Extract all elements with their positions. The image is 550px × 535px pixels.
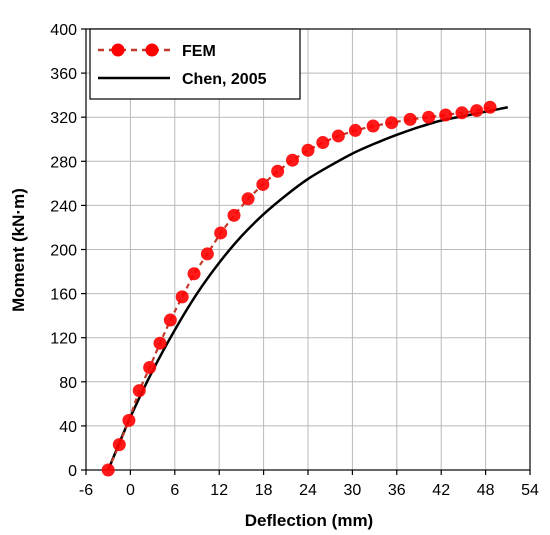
fem-point <box>101 463 115 477</box>
x-tick-label: 0 <box>126 482 135 499</box>
series-chen-2005-line <box>107 106 509 471</box>
fem-point <box>112 438 126 452</box>
legend: FEM Chen, 2005 <box>89 28 301 100</box>
legend-chen-label: Chen, 2005 <box>182 71 267 88</box>
fem-point <box>175 290 189 304</box>
x-tick-label: 24 <box>299 482 317 499</box>
fem-point <box>132 384 146 398</box>
fem-point <box>301 143 315 157</box>
legend-fem-label: FEM <box>182 43 216 60</box>
legend-box <box>89 28 301 100</box>
fem-point <box>187 267 201 281</box>
x-tick-label: 42 <box>432 482 450 499</box>
fem-point <box>271 164 285 178</box>
x-tick-label: 18 <box>255 482 273 499</box>
y-tick-label: 120 <box>50 331 77 348</box>
x-tick-label: 36 <box>388 482 406 499</box>
x-tick-label: 54 <box>521 482 539 499</box>
fem-point <box>439 108 453 122</box>
fem-point <box>241 192 255 206</box>
fem-point <box>214 226 228 240</box>
fem-point <box>153 336 167 350</box>
plot-frame <box>85 28 531 471</box>
fem-point <box>385 116 399 130</box>
legend-fem-marker <box>145 43 159 57</box>
y-tick-label: 80 <box>59 375 77 392</box>
fem-point <box>256 177 270 191</box>
y-tick-label: 40 <box>59 419 77 436</box>
axes: -6 0 6 12 18 24 30 36 42 48 5404080120160200240280… <box>50 22 539 499</box>
fem-point <box>316 136 330 150</box>
x-tick-label: 6 <box>170 482 179 499</box>
fem-point <box>422 110 436 124</box>
fem-point <box>470 104 484 118</box>
y-tick-label: 360 <box>50 66 77 83</box>
y-tick-label: 280 <box>50 154 77 171</box>
fem-point <box>366 119 380 133</box>
series-fem-line <box>107 106 491 471</box>
x-tick-label: 12 <box>210 482 228 499</box>
fem-point <box>122 413 136 427</box>
legend-fem-marker <box>111 43 125 57</box>
fem-point <box>200 247 214 261</box>
y-tick-label: 160 <box>50 287 77 304</box>
x-tick-label: 30 <box>344 482 362 499</box>
y-tick-label: 240 <box>50 198 77 215</box>
fem-point <box>483 100 497 114</box>
fem-point <box>331 129 345 143</box>
fem-point <box>403 112 417 126</box>
fem-point <box>348 123 362 137</box>
fem-point <box>143 360 157 374</box>
y-axis-label: Moment (kN·m) <box>9 188 28 312</box>
y-tick-label: 0 <box>68 463 77 480</box>
x-tick-label: 48 <box>477 482 495 499</box>
x-tick-label: -6 <box>79 482 93 499</box>
fem-point <box>285 153 299 167</box>
y-tick-label: 400 <box>50 22 77 39</box>
y-tick-label: 320 <box>50 110 77 127</box>
y-tick-label: 200 <box>50 243 77 260</box>
fem-point <box>227 208 241 222</box>
series-layer <box>101 100 509 477</box>
fem-point <box>163 313 177 327</box>
x-axis-label: Deflection (mm) <box>245 511 373 530</box>
fem-point <box>455 106 469 120</box>
